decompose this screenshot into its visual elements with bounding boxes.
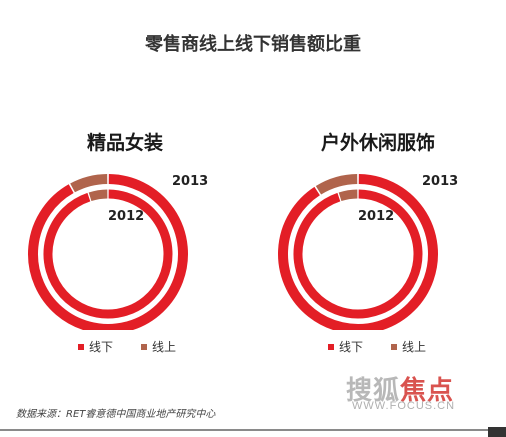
watermark-logo-text: 搜狐焦点 (346, 370, 454, 407)
chart-title-womens-wear: 精品女装 (86, 132, 163, 154)
page-title: 零售商线上线下销售额比重 (145, 34, 361, 55)
data-source-note: 数据来源：RET睿意德中国商业地产研究中心 (16, 409, 216, 420)
ring-label-2012: 2012 (108, 209, 144, 224)
donut-chart-outdoor-wear: 2013 2012 (278, 174, 458, 330)
bottom-divider (0, 429, 506, 431)
ring-outer-2013-online-segment (315, 174, 358, 195)
legend-item-online: 线上 (391, 338, 426, 355)
ring-inner-2012-offline-segment (43, 189, 173, 319)
ring-outer-2013-offline-segment (278, 174, 438, 330)
ring-label-2012: 2012 (358, 209, 394, 224)
legend-swatch-online (391, 343, 398, 350)
watermark-accent: 焦点 (400, 376, 455, 406)
legend-swatch-offline (328, 343, 334, 350)
corner-block (488, 427, 506, 437)
legend-label-online: 线上 (152, 340, 177, 354)
ring-inner-2012-online-segment (338, 189, 358, 202)
legend-label-offline: 线下 (339, 340, 364, 354)
legend-item-online: 线上 (141, 338, 176, 355)
chart-title-outdoor-wear: 户外休闲服饰 (320, 132, 435, 154)
ring-outer-2013-online-segment (70, 174, 108, 193)
legend-item-offline: 线下 (78, 338, 113, 355)
ring-inner-2012-offline-segment (293, 189, 423, 319)
legend-label-offline: 线下 (89, 340, 114, 354)
legend-swatch-offline (78, 343, 84, 350)
ring-label-2013: 2013 (172, 174, 208, 189)
legend-outdoor-wear: 线下 线上 (328, 338, 448, 355)
ring-outer-2013-offline-segment (28, 174, 188, 330)
legend-item-offline: 线下 (328, 338, 363, 355)
watermark-brand: 搜狐 (346, 376, 401, 406)
ring-label-2013: 2013 (422, 174, 458, 189)
legend-womens-wear: 线下 线上 (78, 338, 198, 355)
donut-chart-womens-wear: 2013 2012 (28, 174, 208, 330)
ring-inner-2012-online-segment (88, 189, 108, 202)
legend-swatch-online (141, 343, 148, 350)
legend-label-online: 线上 (402, 340, 427, 354)
sohu-focus-watermark: 搜狐焦点 WWW.FOCUS.CN (346, 370, 496, 416)
watermark-url: WWW.FOCUS.CN (352, 400, 456, 412)
